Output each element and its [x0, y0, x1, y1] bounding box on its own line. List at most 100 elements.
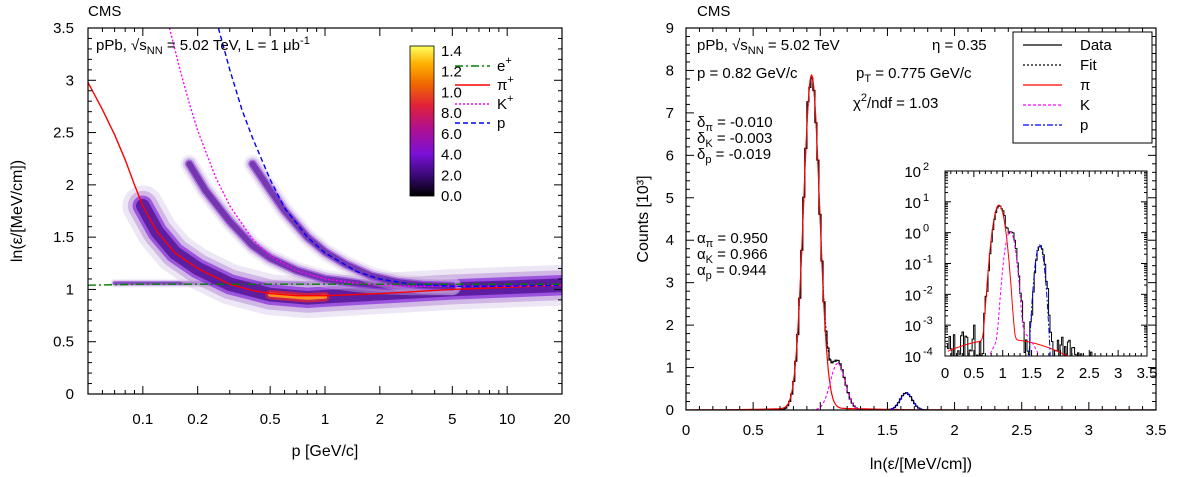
text-part: 10 [904, 164, 921, 181]
colorbar-label: 1.0 [441, 84, 462, 101]
colorbar-label: 1.2 [441, 64, 462, 81]
y-tick-label: 5 [666, 190, 674, 207]
left-x-axis-label: p [GeV/c] [292, 443, 359, 460]
left-expected-curves [88, 28, 562, 297]
text-part: = 0.950 [713, 230, 768, 247]
inset-y-tick-label: 10 [904, 349, 921, 366]
text-part: = 5.02 TeV, L = 1 μb [163, 37, 300, 54]
text-part: π [706, 238, 714, 250]
inset-pion [947, 204, 1069, 356]
left-y-axis-label: ln(ε/[MeV/cm]) [9, 160, 26, 262]
y-tick-label: 0 [666, 402, 674, 419]
text-part: δ [697, 130, 705, 147]
x-tick-label: 20 [554, 411, 571, 428]
band-K+-layer-3 [186, 160, 456, 290]
right-legend: Data Fit πKp [1012, 31, 1153, 144]
x-tick-label: 0 [682, 422, 690, 439]
text-part: e [497, 58, 505, 75]
text-part: pPb, [697, 37, 732, 54]
text-part: CMS [88, 3, 121, 20]
legend-label: K+ [497, 93, 513, 113]
left-legend: e+π+K+p [455, 55, 514, 132]
left-subtitle: pPb, √sNN = 5.02 TeV, L = 1 μb-1 [96, 35, 310, 57]
x-tick-label: 0.2 [187, 411, 208, 428]
y-tick-label: 9 [666, 20, 674, 37]
inset-y-tick-label: 10 [904, 195, 921, 212]
text-part: π [705, 122, 713, 134]
text-part: = -0.010 [713, 114, 773, 131]
right-info-text: pPb, √sNN = 5.02 TeV η = 0.35 p = 0.82 GeV… [697, 37, 987, 282]
alpha-label: αp = 0.944 [697, 262, 766, 282]
text-part: = 5.02 TeV [764, 37, 840, 54]
inset-x-tick-label: 0.5 [963, 365, 984, 382]
inset-y-tick-label: 10 [904, 318, 921, 335]
x-tick-label: 2.5 [1011, 422, 1032, 439]
text-part: = 0.944 [712, 262, 767, 279]
y-tick-label: 2 [666, 317, 674, 334]
x-tick-label: 3.5 [1146, 422, 1167, 439]
inset-kaon [988, 230, 1040, 356]
right-frame [685, 27, 1157, 411]
text-part: K [706, 254, 714, 266]
inset-y-tick-exponent: -4 [923, 346, 933, 358]
inset-y-tick-exponent: 0 [923, 223, 929, 235]
text-part: p [706, 270, 712, 282]
legend-label: e+ [497, 55, 512, 75]
y-tick-label: 1 [666, 360, 674, 377]
y-tick-label: 0.5 [53, 334, 74, 351]
colorbar-labels: 1.4 1.2 1.0 8.0 6.0 4.0 2.0 0.0 [441, 43, 462, 205]
colorbar-label: 8.0 [441, 105, 462, 122]
band-core-orange [268, 292, 328, 300]
y-tick-label: 8 [666, 62, 674, 79]
inset-proton [1028, 244, 1051, 356]
inset-x-tick-label: 1 [999, 365, 1007, 382]
left-colorbar: 1.4 1.2 1.0 8.0 6.0 4.0 2.0 0.0 [409, 43, 462, 205]
inset-y-tick-exponent: -3 [923, 315, 933, 327]
curve-pi+ [88, 82, 562, 297]
chi2-label: χ2/ndf = 1.03 [853, 92, 938, 112]
inset-x-ticks: 0 0.5 1 1.5 2 2.5 3 3.5 [941, 171, 1158, 382]
inset-frame [944, 170, 1148, 357]
text-part: 10 [904, 195, 921, 212]
colorbar-label: 6.0 [441, 126, 462, 143]
colorbar-label: 1.4 [441, 43, 462, 60]
right-y-ticks: 0 1 2 3 4 5 6 7 8 9 [666, 20, 1156, 419]
text-part: π [497, 77, 507, 94]
inset-y-tick-label: 10 [904, 164, 921, 181]
delta-label: δK = -0.003 [697, 130, 772, 150]
text-part: 10 [904, 318, 921, 335]
text-part: χ [853, 95, 861, 112]
delta-label: δp = -0.019 [697, 146, 771, 166]
y-tick-label: 3 [66, 72, 74, 89]
text-part: + [507, 74, 513, 86]
text-part: 2 [861, 92, 867, 104]
text-part: T [864, 73, 871, 85]
inset-x-tick-label: 1.5 [1021, 365, 1042, 382]
text-part: δ [697, 146, 705, 163]
text-part: = -0.019 [711, 146, 771, 163]
x-tick-label: 0.5 [260, 411, 281, 428]
y-tick-label: 1.5 [53, 229, 74, 246]
y-tick-label: 0 [66, 386, 74, 403]
text-part: p [705, 154, 711, 166]
text-part: + [505, 55, 511, 67]
text-part: /ndf = 1.03 [867, 95, 938, 112]
x-tick-label: 3 [1085, 422, 1093, 439]
curve-K+ [168, 28, 562, 287]
alpha-label: απ = 0.950 [697, 230, 768, 250]
x-tick-label: 0.5 [743, 422, 764, 439]
dedx-distribution-panel: CMS 0 0.5 1 1.5 2 2.5 3 3.5 0 1 2 3 4 5 6 7 8 9 ln(ε/[Me… [635, 3, 1166, 473]
left-x-ticks: 0.1 0.2 0.5 1 2 5 10 20 [101, 28, 571, 428]
left-y-ticks: 0 0.5 1 1.5 2 2.5 3 3.5 [53, 20, 562, 403]
text-part: K [497, 96, 507, 113]
colorbar-gradient [409, 45, 435, 197]
right-y-axis-label: Counts [10³] [635, 175, 652, 262]
text-part: √s [131, 37, 147, 54]
colorbar-label: 0.0 [441, 188, 462, 205]
text-part: √s [732, 37, 748, 54]
text-part: α [697, 262, 706, 279]
inset-x-tick-label: 3.5 [1137, 365, 1158, 382]
text-part: NN [147, 45, 163, 57]
colorbar-label: 4.0 [441, 147, 462, 164]
